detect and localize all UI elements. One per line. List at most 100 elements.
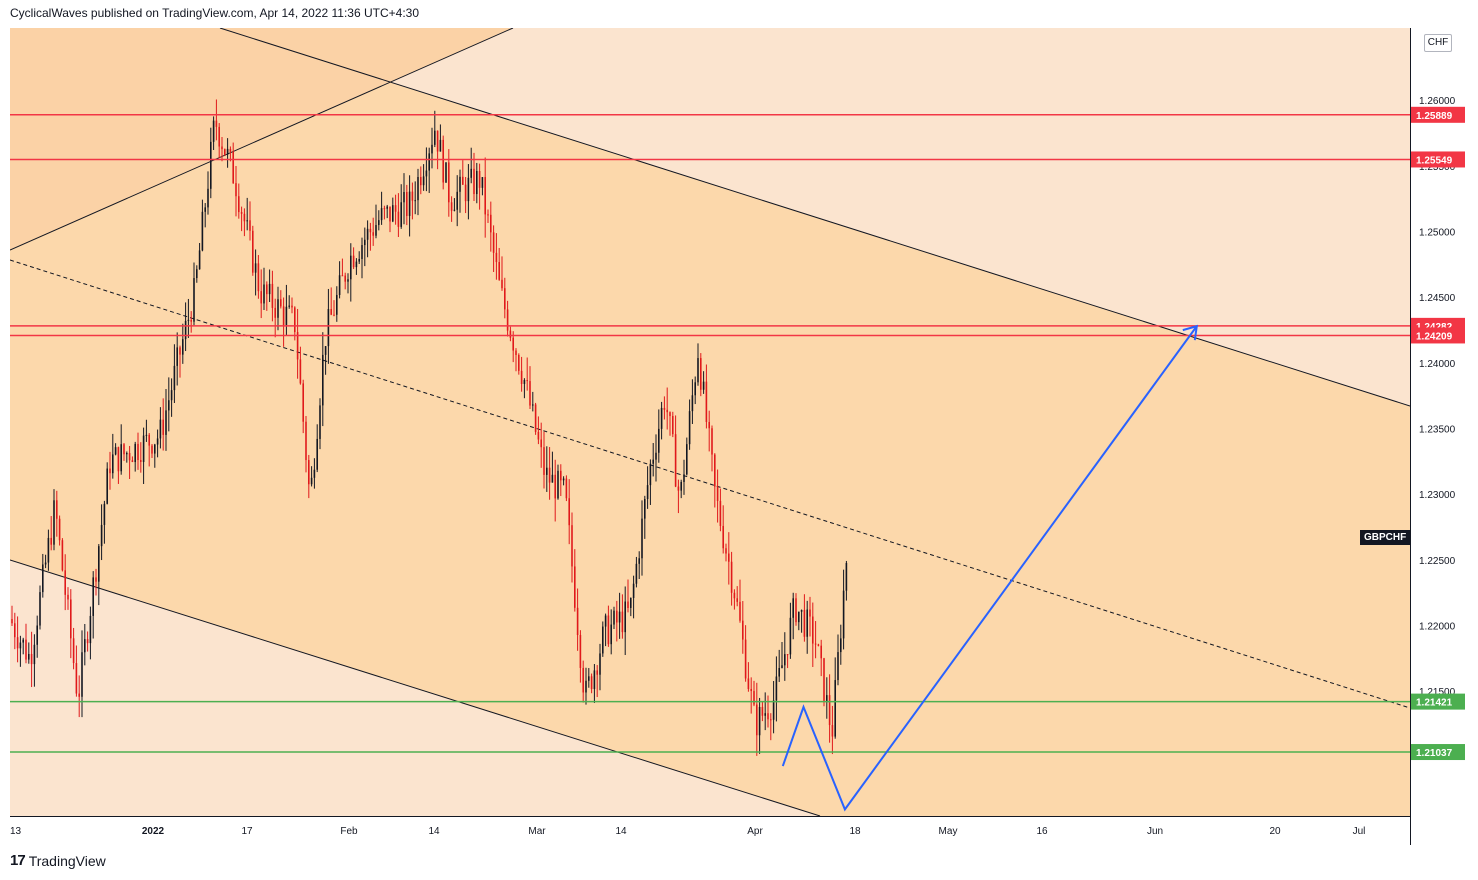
candle xyxy=(257,255,260,299)
candle-body xyxy=(277,299,279,318)
candle xyxy=(42,553,44,598)
candle xyxy=(84,623,86,666)
candle-body xyxy=(210,141,212,189)
candle xyxy=(131,456,134,463)
candle-body xyxy=(523,380,526,384)
level-tag-label: 1.21421 xyxy=(1416,698,1453,709)
tradingview-footer[interactable]: 17 TradingView xyxy=(10,852,106,869)
candle-body xyxy=(571,525,573,567)
candle xyxy=(462,160,464,186)
candle xyxy=(691,379,694,424)
candle xyxy=(207,171,209,215)
candle-body xyxy=(25,639,27,660)
candle xyxy=(585,667,587,705)
candle-body xyxy=(120,444,122,472)
candle-body xyxy=(728,553,730,562)
price-tick-label: 1.24500 xyxy=(1419,293,1456,304)
candle-body xyxy=(548,467,551,483)
candle xyxy=(532,391,534,412)
candle-body xyxy=(361,245,363,259)
candle xyxy=(324,346,327,375)
candle xyxy=(341,258,344,277)
candle xyxy=(170,378,173,417)
candle xyxy=(658,409,660,463)
candle-body xyxy=(137,443,139,461)
candle-body xyxy=(534,404,537,432)
candle-body xyxy=(753,691,755,705)
projection-arrowhead xyxy=(1182,324,1199,341)
candle-body xyxy=(618,611,621,623)
candle-body xyxy=(767,713,769,720)
candle-body xyxy=(263,284,265,304)
candle-body xyxy=(842,590,845,639)
candle xyxy=(117,446,120,484)
candle xyxy=(319,398,321,450)
candle-body xyxy=(366,228,369,240)
candle-body xyxy=(582,667,584,693)
candle xyxy=(551,451,554,483)
candle-body xyxy=(604,615,607,627)
candle xyxy=(58,515,61,546)
candle xyxy=(473,152,475,202)
candle-body xyxy=(198,250,201,270)
candle xyxy=(590,673,593,694)
candle xyxy=(711,425,713,472)
candle xyxy=(781,641,783,669)
candle-body xyxy=(81,652,83,697)
candle-body xyxy=(148,434,150,446)
candle xyxy=(646,466,649,509)
candle-body xyxy=(554,474,556,499)
time-tick-label: 18 xyxy=(849,826,861,837)
candle xyxy=(47,529,50,571)
candle-body xyxy=(683,474,685,482)
candle-body xyxy=(442,139,444,183)
candle xyxy=(574,549,576,612)
candle xyxy=(277,286,279,331)
candle xyxy=(604,613,607,647)
candle-body xyxy=(173,365,176,391)
candle xyxy=(221,137,223,162)
candle xyxy=(274,298,276,338)
candle xyxy=(310,466,313,487)
currency-label[interactable]: CHF xyxy=(1424,34,1452,52)
candle-body xyxy=(649,463,652,486)
time-axis[interactable]: 13 2022 17 Feb 14 Mar 14 Apr 18 May 16 Jun 20 Jul xyxy=(10,816,1410,846)
candle-body xyxy=(240,212,243,214)
candle xyxy=(621,594,624,639)
candle xyxy=(378,210,380,231)
candle-body xyxy=(434,130,436,145)
candle-body xyxy=(719,500,722,526)
candle-body xyxy=(296,332,299,360)
candle xyxy=(30,631,33,688)
candle-body xyxy=(324,346,327,355)
candle xyxy=(725,543,727,562)
candle xyxy=(602,621,604,657)
chart-area[interactable] xyxy=(10,28,1410,816)
candle-body xyxy=(694,382,696,396)
candle xyxy=(672,411,674,438)
candle xyxy=(744,625,747,682)
price-tick-label: 1.22500 xyxy=(1419,556,1456,567)
candle xyxy=(596,665,598,698)
candle-body xyxy=(453,209,456,211)
candle-body xyxy=(579,634,582,668)
candle xyxy=(126,451,128,463)
candle-body xyxy=(540,439,542,448)
candle xyxy=(44,554,47,569)
candle-body xyxy=(781,665,783,669)
candle-body xyxy=(285,306,288,326)
candle xyxy=(809,596,811,637)
candle-body xyxy=(389,206,391,222)
candle-body xyxy=(330,309,332,315)
price-axis[interactable]: 1.260001.255001.250001.245001.240001.235… xyxy=(1410,28,1478,845)
candle-body xyxy=(11,619,13,624)
candle xyxy=(817,643,820,647)
candle xyxy=(352,247,355,270)
candle-body xyxy=(674,434,677,487)
candle-body xyxy=(72,638,75,664)
candle-body xyxy=(229,148,232,152)
candle-body xyxy=(739,601,741,621)
price-chart[interactable] xyxy=(10,28,1410,816)
candle-body xyxy=(53,500,55,545)
upper-channel-line xyxy=(219,28,1410,407)
